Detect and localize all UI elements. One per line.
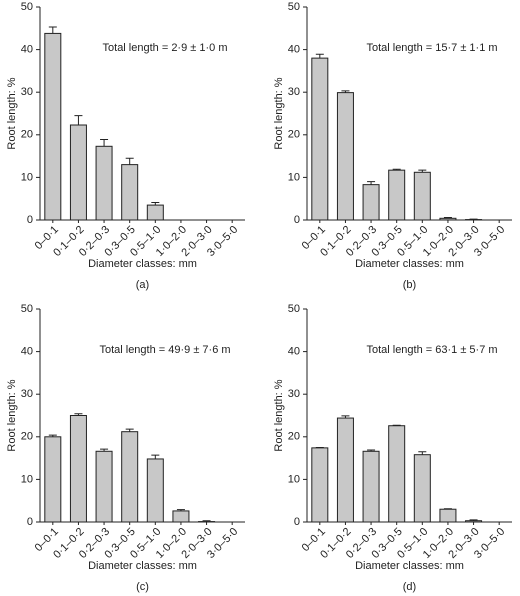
error-bar [392,168,401,171]
bar [362,184,380,221]
y-tick-label: 10 [21,473,33,485]
error-bar [418,169,427,173]
bar [311,57,329,221]
bar [413,171,431,221]
error-bar [367,181,376,185]
y-tick-label: 0 [294,214,300,226]
y-tick-label: 50 [21,303,33,315]
error-bar [341,90,350,93]
bar [388,425,406,523]
y-axis-label: Root length: % [6,77,18,149]
error-bar [125,428,134,432]
bar [311,447,329,523]
y-axis-label: Root length: % [273,379,285,451]
x-axis-label: Diameter classes: mm [88,258,197,270]
error-bar [74,413,83,416]
panel-label: (a) [136,279,149,291]
y-tick-label: 20 [21,431,33,443]
bar [172,510,190,523]
bar [146,204,164,221]
y-tick-label: 30 [21,388,33,400]
panel: 0 10 20 30 40 50 Root length: % Diameter classe… [6,1,245,291]
x-axis-label: Diameter classes: mm [355,258,464,270]
annotation: Total length = 2·9 ± 1·0 m [103,42,228,54]
y-tick-label: 20 [21,129,33,141]
panel-label: (d) [403,581,416,593]
y-tick-label: 30 [288,388,300,400]
error-bar [151,202,160,206]
y-tick-label: 20 [288,129,300,141]
bar [121,164,139,221]
y-tick-label: 50 [21,1,33,13]
y-tick-label: 0 [27,214,33,226]
bar [146,458,164,523]
error-bar [74,115,83,126]
y-tick-label: 40 [21,44,33,56]
bar [95,450,113,523]
y-tick-label: 10 [288,473,300,485]
y-tick-label: 40 [288,346,300,358]
error-bar [418,451,427,455]
panel: 0 10 20 30 40 50 Root length: % Diameter classe… [273,1,512,291]
bar [44,32,62,221]
y-tick-label: 50 [288,303,300,315]
bar [362,450,380,523]
bar [413,454,431,523]
bar [69,415,87,523]
panel-label: (b) [403,279,416,291]
bar [69,124,87,221]
error-bar [341,415,350,419]
y-tick-label: 20 [288,431,300,443]
panel: 0 10 20 30 40 50 Root length: % Diameter classe… [6,303,245,593]
panel: 0 10 20 30 40 50 Root length: % Diameter classe… [273,303,512,593]
bar [95,145,113,221]
panel-label: (c) [136,581,149,593]
error-bar [202,520,211,522]
error-bar [367,449,376,452]
annotation: Total length = 49·9 ± 7·6 m [99,344,230,356]
y-tick-label: 50 [288,1,300,13]
error-bar [48,26,57,34]
error-bar [176,509,185,511]
y-tick-label: 0 [294,516,300,528]
bar [439,508,457,523]
x-axis-label: Diameter classes: mm [88,560,197,572]
bar [439,217,457,221]
y-axis-label: Root length: % [6,379,18,451]
bar [121,431,139,523]
y-tick-label: 30 [21,86,33,98]
y-tick-label: 40 [21,346,33,358]
error-bar [100,138,109,147]
y-tick-label: 0 [27,516,33,528]
bar [44,436,62,523]
error-bar [100,448,109,452]
x-axis-label: Diameter classes: mm [355,560,464,572]
y-tick-label: 10 [21,171,33,183]
error-bar [151,454,160,459]
annotation: Total length = 63·1 ± 5·7 m [366,344,497,356]
bar [465,520,483,523]
y-tick-label: 10 [288,171,300,183]
bar [336,417,354,523]
error-bar [443,216,452,219]
bar [336,92,354,221]
error-bar [315,53,324,59]
error-bar [469,519,478,521]
bar [388,169,406,221]
annotation: Total length = 15·7 ± 1·1 m [366,42,497,54]
error-bar [48,434,57,437]
error-bar [125,157,134,165]
y-tick-label: 30 [288,86,300,98]
y-axis-label: Root length: % [273,77,285,149]
y-tick-label: 40 [288,44,300,56]
